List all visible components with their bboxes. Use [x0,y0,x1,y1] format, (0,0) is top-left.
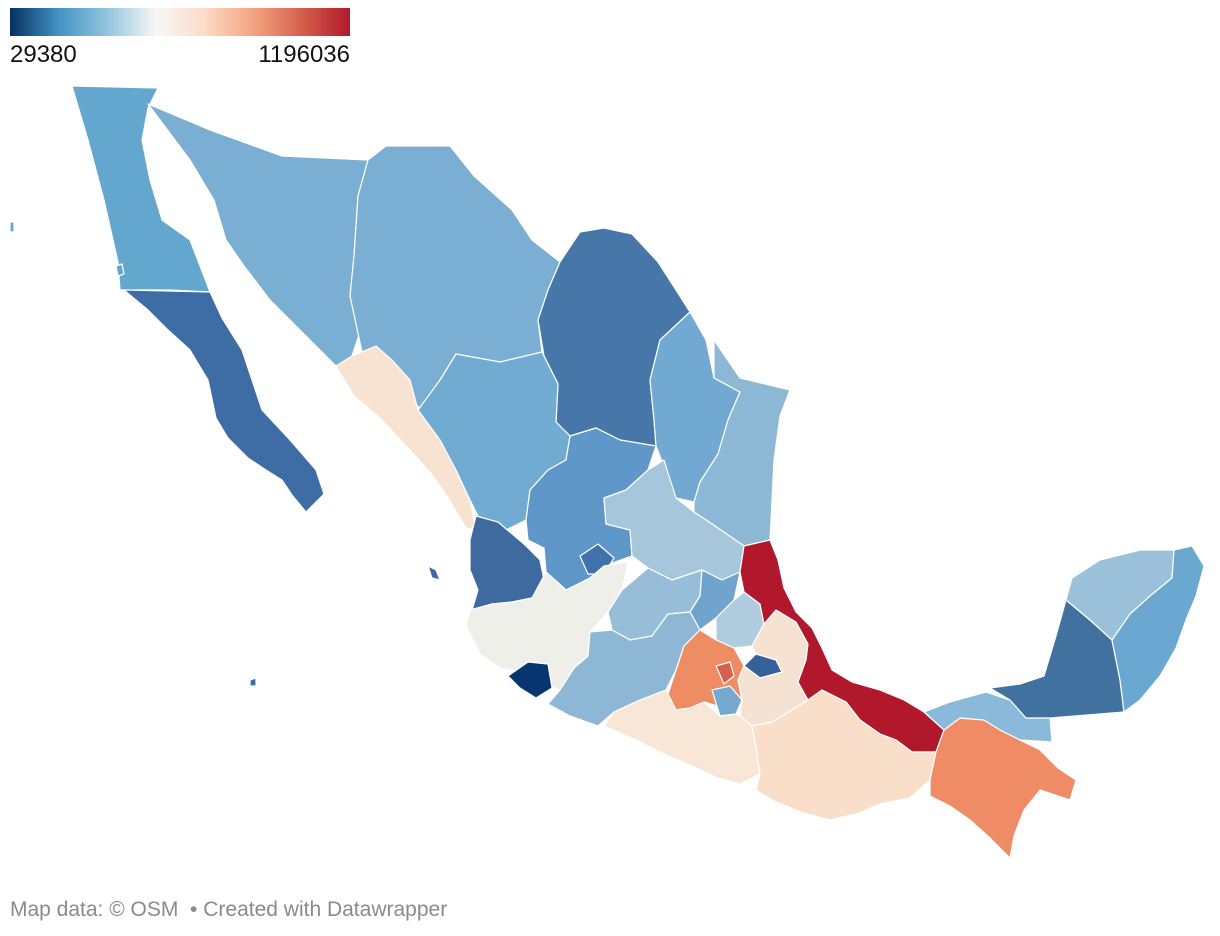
region-morelos[interactable] [711,685,743,717]
region-colima[interactable] [507,661,553,699]
island-cedros [115,263,125,277]
island-baja-california [9,221,15,233]
region-baja-california-sur[interactable] [123,289,325,513]
region-quintana-roo[interactable] [1111,545,1205,713]
region-tabasco[interactable] [923,691,1053,743]
map-data-credit: Map data: © OSM [10,898,179,921]
footer-separator: • [178,898,198,921]
region-ciudad-de-mexico[interactable] [715,661,735,685]
island-nayarit [427,565,441,581]
datawrapper-credit[interactable]: Created with Datawrapper [197,898,448,921]
legend-max-label: 1196036 [258,41,350,68]
legend-min-label: 29380 [10,41,77,68]
legend-gradient-bar [10,8,350,36]
region-chiapas[interactable] [929,717,1077,859]
color-legend: 29380 1196036 [10,8,350,69]
map-footer: Map data: © OSM • Created with Datawrapp… [10,898,447,922]
island-baja-sur [249,677,257,687]
region-baja-california[interactable] [71,85,211,293]
